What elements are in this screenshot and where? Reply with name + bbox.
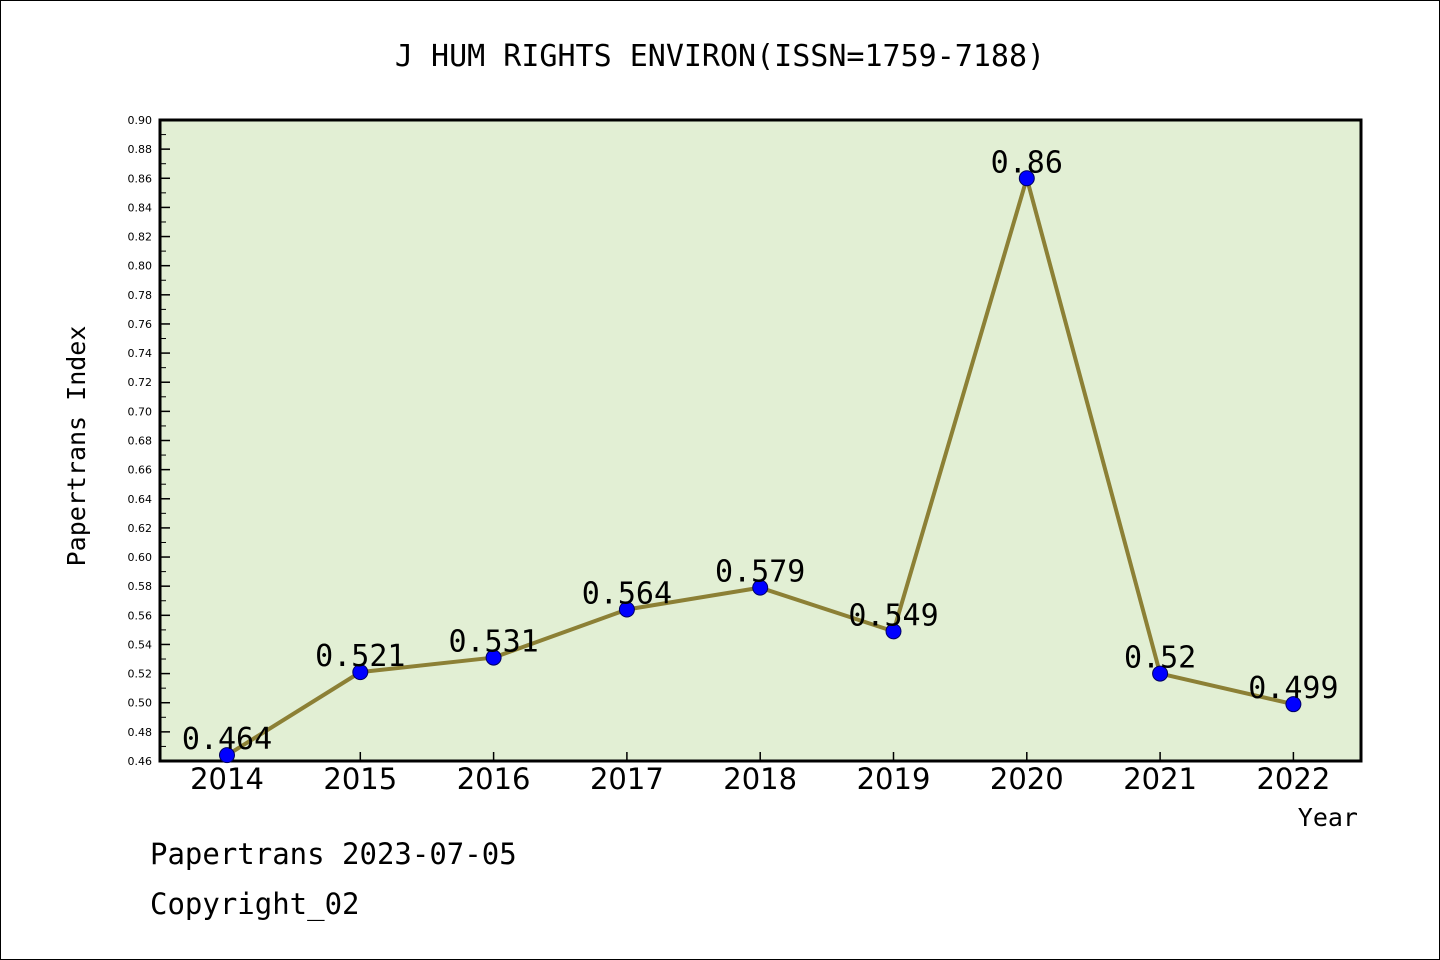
x-tick-label: 2016 [457, 762, 531, 796]
data-label: 0.549 [848, 598, 938, 633]
x-tick-label: 2019 [857, 762, 931, 796]
y-tick-label: 0.86 [128, 172, 153, 185]
y-tick-label: 0.68 [128, 435, 153, 448]
y-tick-label: 0.62 [128, 522, 153, 535]
plot-area [158, 118, 1363, 763]
data-point [618, 601, 635, 618]
x-tick-label: 2021 [1123, 762, 1197, 796]
data-point [352, 664, 369, 681]
data-label: 0.464 [182, 722, 272, 757]
data-label: 0.579 [715, 555, 805, 590]
data-point [1152, 665, 1169, 682]
x-tick-label: 2018 [723, 762, 797, 796]
y-axis-ticks: 0.46 0.48 0.50 0.52 0.54 0.56 0.58 0.60 0.62 0.64… [128, 114, 170, 768]
y-tick-label: 0.54 [128, 638, 153, 651]
x-axis-ticks: 2014 2015 2016 2017 2018 2019 2020 2021 2022 [190, 752, 1330, 796]
data-point [219, 747, 235, 764]
x-tick-label: 2017 [590, 762, 664, 796]
y-tick-label: 0.74 [128, 347, 153, 360]
y-tick-label: 0.72 [128, 376, 153, 389]
data-labels: 0.464 0.521 0.531 0.564 0.579 0.549 0.86 0.52 0.… [182, 145, 1339, 757]
y-tick-label: 0.90 [128, 114, 153, 127]
data-label: 0.564 [582, 576, 672, 611]
data-point [752, 579, 769, 596]
data-point [885, 623, 902, 640]
data-label: 0.86 [991, 145, 1063, 180]
y-tick-label: 0.58 [128, 580, 153, 593]
y-tick-label: 0.66 [128, 464, 153, 477]
y-tick-label: 0.84 [128, 201, 153, 214]
data-point [485, 649, 502, 666]
series-index [219, 170, 1302, 764]
chart-title: J HUM RIGHTS ENVIRON(ISSN=1759-7188) [395, 39, 1045, 74]
x-axis-label: Year [1298, 803, 1358, 832]
data-label: 0.52 [1124, 641, 1196, 676]
y-tick-label: 0.76 [128, 318, 153, 331]
y-tick-label: 0.50 [128, 697, 153, 710]
y-axis-label: Papertrans Index [62, 326, 91, 567]
y-tick-label: 0.78 [128, 289, 153, 302]
footer-date: Papertrans 2023-07-05 [150, 837, 517, 871]
x-tick-label: 2015 [323, 762, 397, 796]
y-tick-label: 0.64 [128, 493, 153, 506]
y-tick-label: 0.60 [128, 551, 153, 564]
x-tick-label: 2014 [190, 762, 264, 796]
data-label: 0.521 [315, 639, 405, 674]
data-point [1285, 696, 1302, 713]
data-label: 0.499 [1248, 671, 1338, 706]
data-label: 0.531 [448, 625, 538, 660]
y-tick-label: 0.70 [128, 405, 153, 418]
y-tick-label: 0.46 [128, 755, 153, 768]
y-tick-label: 0.88 [128, 143, 153, 156]
x-tick-label: 2020 [990, 762, 1064, 796]
data-point [1018, 170, 1035, 187]
y-tick-label: 0.56 [128, 609, 153, 622]
y-tick-label: 0.80 [128, 260, 153, 273]
footer-copyright: Copyright_02 [150, 887, 360, 922]
y-tick-label: 0.48 [128, 726, 153, 739]
y-tick-label: 0.52 [128, 668, 153, 681]
y-tick-label: 0.82 [128, 231, 153, 244]
x-tick-label: 2022 [1256, 762, 1330, 796]
